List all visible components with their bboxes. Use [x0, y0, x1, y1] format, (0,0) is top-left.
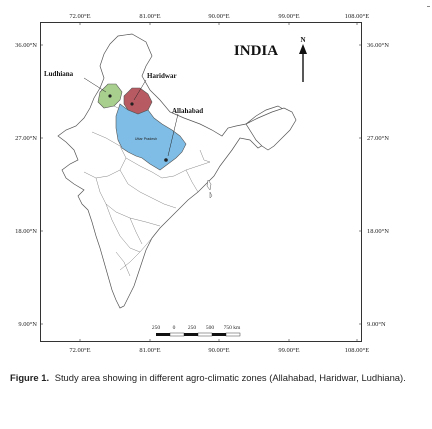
north-label: N	[300, 36, 305, 44]
latitude-ticks-right: 36.00°N 27.00°N 18.00°N 9.00°N	[367, 42, 389, 328]
lon-tick-81-bottom: 81.00°E	[139, 347, 160, 354]
lat-tick-18-right: 18.00°N	[367, 228, 389, 235]
lon-tick-90-bottom: 90.00°E	[208, 347, 229, 354]
scale-label-0: 250	[152, 325, 161, 331]
label-ludhiana: Ludhiana	[44, 70, 74, 78]
lon-tick-99-bottom: 99.00°E	[278, 347, 299, 354]
lat-tick-27-left: 27.00°N	[15, 135, 37, 142]
scale-bar: 250 0 250 500 750 km	[152, 325, 241, 337]
leader-lines	[83, 77, 179, 157]
lon-tick-90-top: 90.00°E	[208, 13, 229, 20]
lat-tick-36-right: 36.00°N	[367, 42, 389, 49]
lat-tick-36-left: 36.00°N	[15, 42, 37, 49]
lat-tick-27-right: 27.00°N	[367, 135, 389, 142]
scale-label-3: 500	[206, 325, 215, 331]
map-title: INDIA	[234, 43, 278, 59]
lon-tick-72-top: 72.00°E	[69, 13, 90, 20]
lon-tick-108-top: 108.00°E	[345, 13, 369, 20]
uttarakhand-region	[123, 87, 153, 115]
allahabad-marker	[164, 158, 168, 162]
ludhiana-marker	[108, 94, 112, 98]
lat-tick-9-left: 9.00°N	[18, 321, 37, 328]
northeast-outline	[245, 107, 297, 151]
longitude-ticks-top: 72.00°E 81.00°E 90.00°E 99.00°E 108.00°E	[69, 13, 369, 20]
lat-tick-18-left: 18.00°N	[15, 228, 37, 235]
lon-tick-99-top: 99.00°E	[278, 13, 299, 20]
label-allahabad: Allahabad	[172, 107, 203, 115]
tick-marks	[40, 22, 362, 342]
scale-label-1: 0	[173, 325, 176, 331]
lat-tick-9-right: 9.00°N	[367, 321, 386, 328]
figure-label: Figure 1.	[10, 372, 50, 383]
figure-caption-text: Study area showing in different agro-cli…	[54, 372, 406, 383]
state-boundaries	[83, 97, 211, 277]
islands	[206, 179, 213, 199]
lon-tick-81-top: 81.00°E	[139, 13, 160, 20]
label-haridwar: Haridwar	[147, 72, 177, 80]
scale-label-2: 250	[188, 325, 197, 331]
state-label-uttar-pradesh: Uttar Pradesh	[135, 137, 157, 141]
lon-tick-72-bottom: 72.00°E	[69, 347, 90, 354]
lon-tick-108-bottom: 108.00°E	[345, 347, 369, 354]
figure-caption: Figure 1. Study area showing in differen…	[10, 372, 410, 384]
scale-label-4: 750 km	[224, 325, 241, 331]
haridwar-marker	[130, 102, 134, 106]
north-arrow-icon: N	[299, 36, 307, 82]
latitude-ticks-left: 36.00°N 27.00°N 18.00°N 9.00°N	[15, 42, 37, 328]
edge-mark	[427, 6, 430, 7]
longitude-ticks-bottom: 72.00°E 81.00°E 90.00°E 99.00°E 108.00°E	[69, 347, 369, 354]
